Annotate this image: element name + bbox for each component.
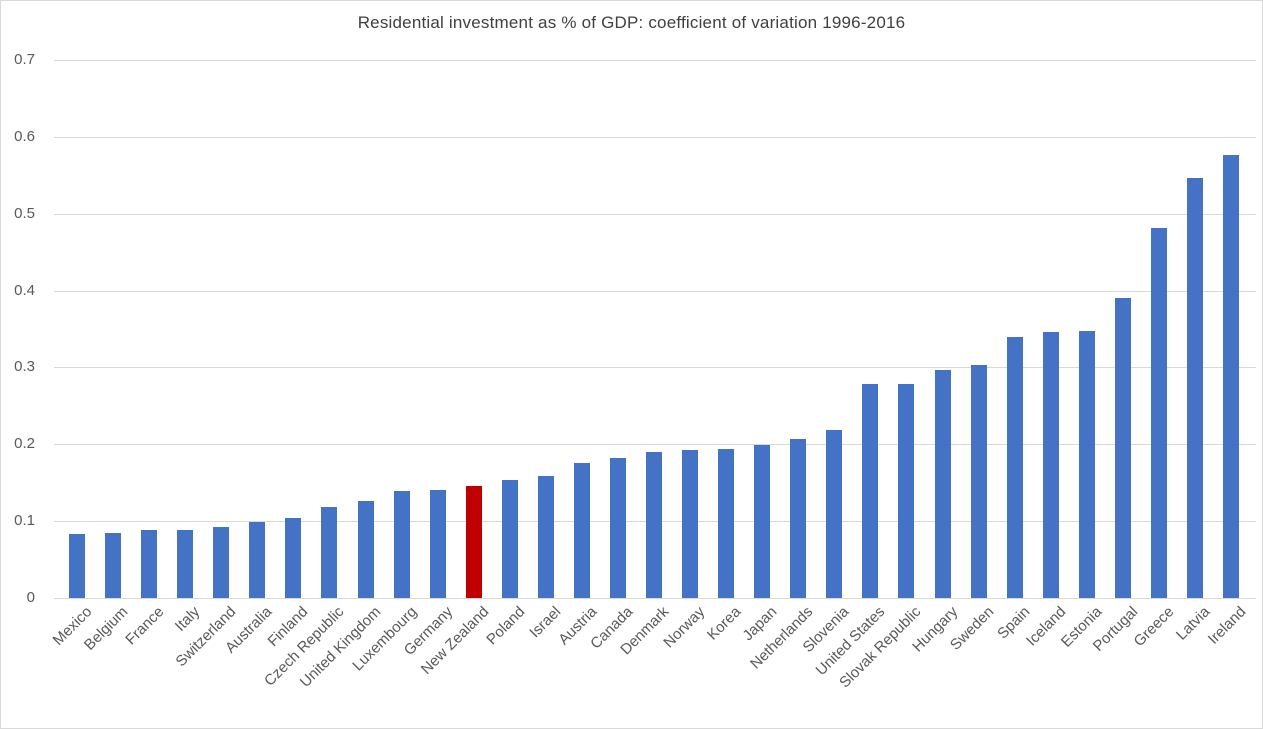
bar — [790, 439, 806, 598]
bar — [430, 490, 446, 598]
bar — [826, 430, 842, 598]
bar — [394, 491, 410, 598]
bar — [1151, 228, 1167, 598]
bar-highlighted — [466, 486, 482, 598]
bar — [898, 384, 914, 598]
y-axis-tick-label: 0.6 — [14, 128, 35, 145]
gridline — [54, 444, 1256, 445]
bar — [935, 370, 951, 598]
y-axis-tick-label: 0.4 — [14, 282, 35, 299]
gridline — [54, 137, 1256, 138]
bar — [1223, 155, 1239, 598]
bar — [358, 501, 374, 598]
y-axis-tick-label: 0.1 — [14, 512, 35, 529]
bar — [502, 480, 518, 598]
gridline — [54, 214, 1256, 215]
gridline — [54, 367, 1256, 368]
bar — [69, 534, 85, 598]
bar — [177, 530, 193, 598]
bar — [682, 450, 698, 598]
bar — [574, 463, 590, 598]
bar — [1043, 332, 1059, 598]
bar — [646, 452, 662, 598]
x-axis-label: Ireland — [1204, 603, 1250, 648]
bar — [754, 445, 770, 598]
x-axis-label: France — [122, 603, 168, 649]
bar — [1115, 298, 1131, 598]
bar — [321, 507, 337, 598]
x-axis-label: Poland — [483, 603, 529, 649]
y-axis-tick-label: 0 — [26, 589, 35, 606]
chart-title: Residential investment as % of GDP: coef… — [357, 13, 906, 32]
bar — [105, 533, 121, 598]
gridline — [54, 60, 1256, 61]
x-axis-label: Greece — [1130, 603, 1178, 651]
bar — [249, 522, 265, 598]
bar — [1187, 178, 1203, 598]
y-axis-tick-label: 0.7 — [14, 51, 35, 68]
bar — [862, 384, 878, 598]
bar — [538, 476, 554, 598]
bar — [971, 365, 987, 598]
y-axis-tick-label: 0.2 — [14, 435, 35, 452]
y-axis-tick-label: 0.3 — [14, 358, 35, 375]
x-axis-label: Korea — [703, 603, 745, 644]
bar — [141, 530, 157, 598]
y-axis-tick-label: 0.5 — [14, 205, 35, 222]
bar — [1007, 337, 1023, 598]
bar — [610, 458, 626, 598]
x-axis-line — [54, 598, 1256, 599]
bar — [718, 449, 734, 598]
bar — [213, 527, 229, 598]
bar — [285, 518, 301, 598]
gridline — [54, 291, 1256, 292]
bar — [1079, 331, 1095, 598]
